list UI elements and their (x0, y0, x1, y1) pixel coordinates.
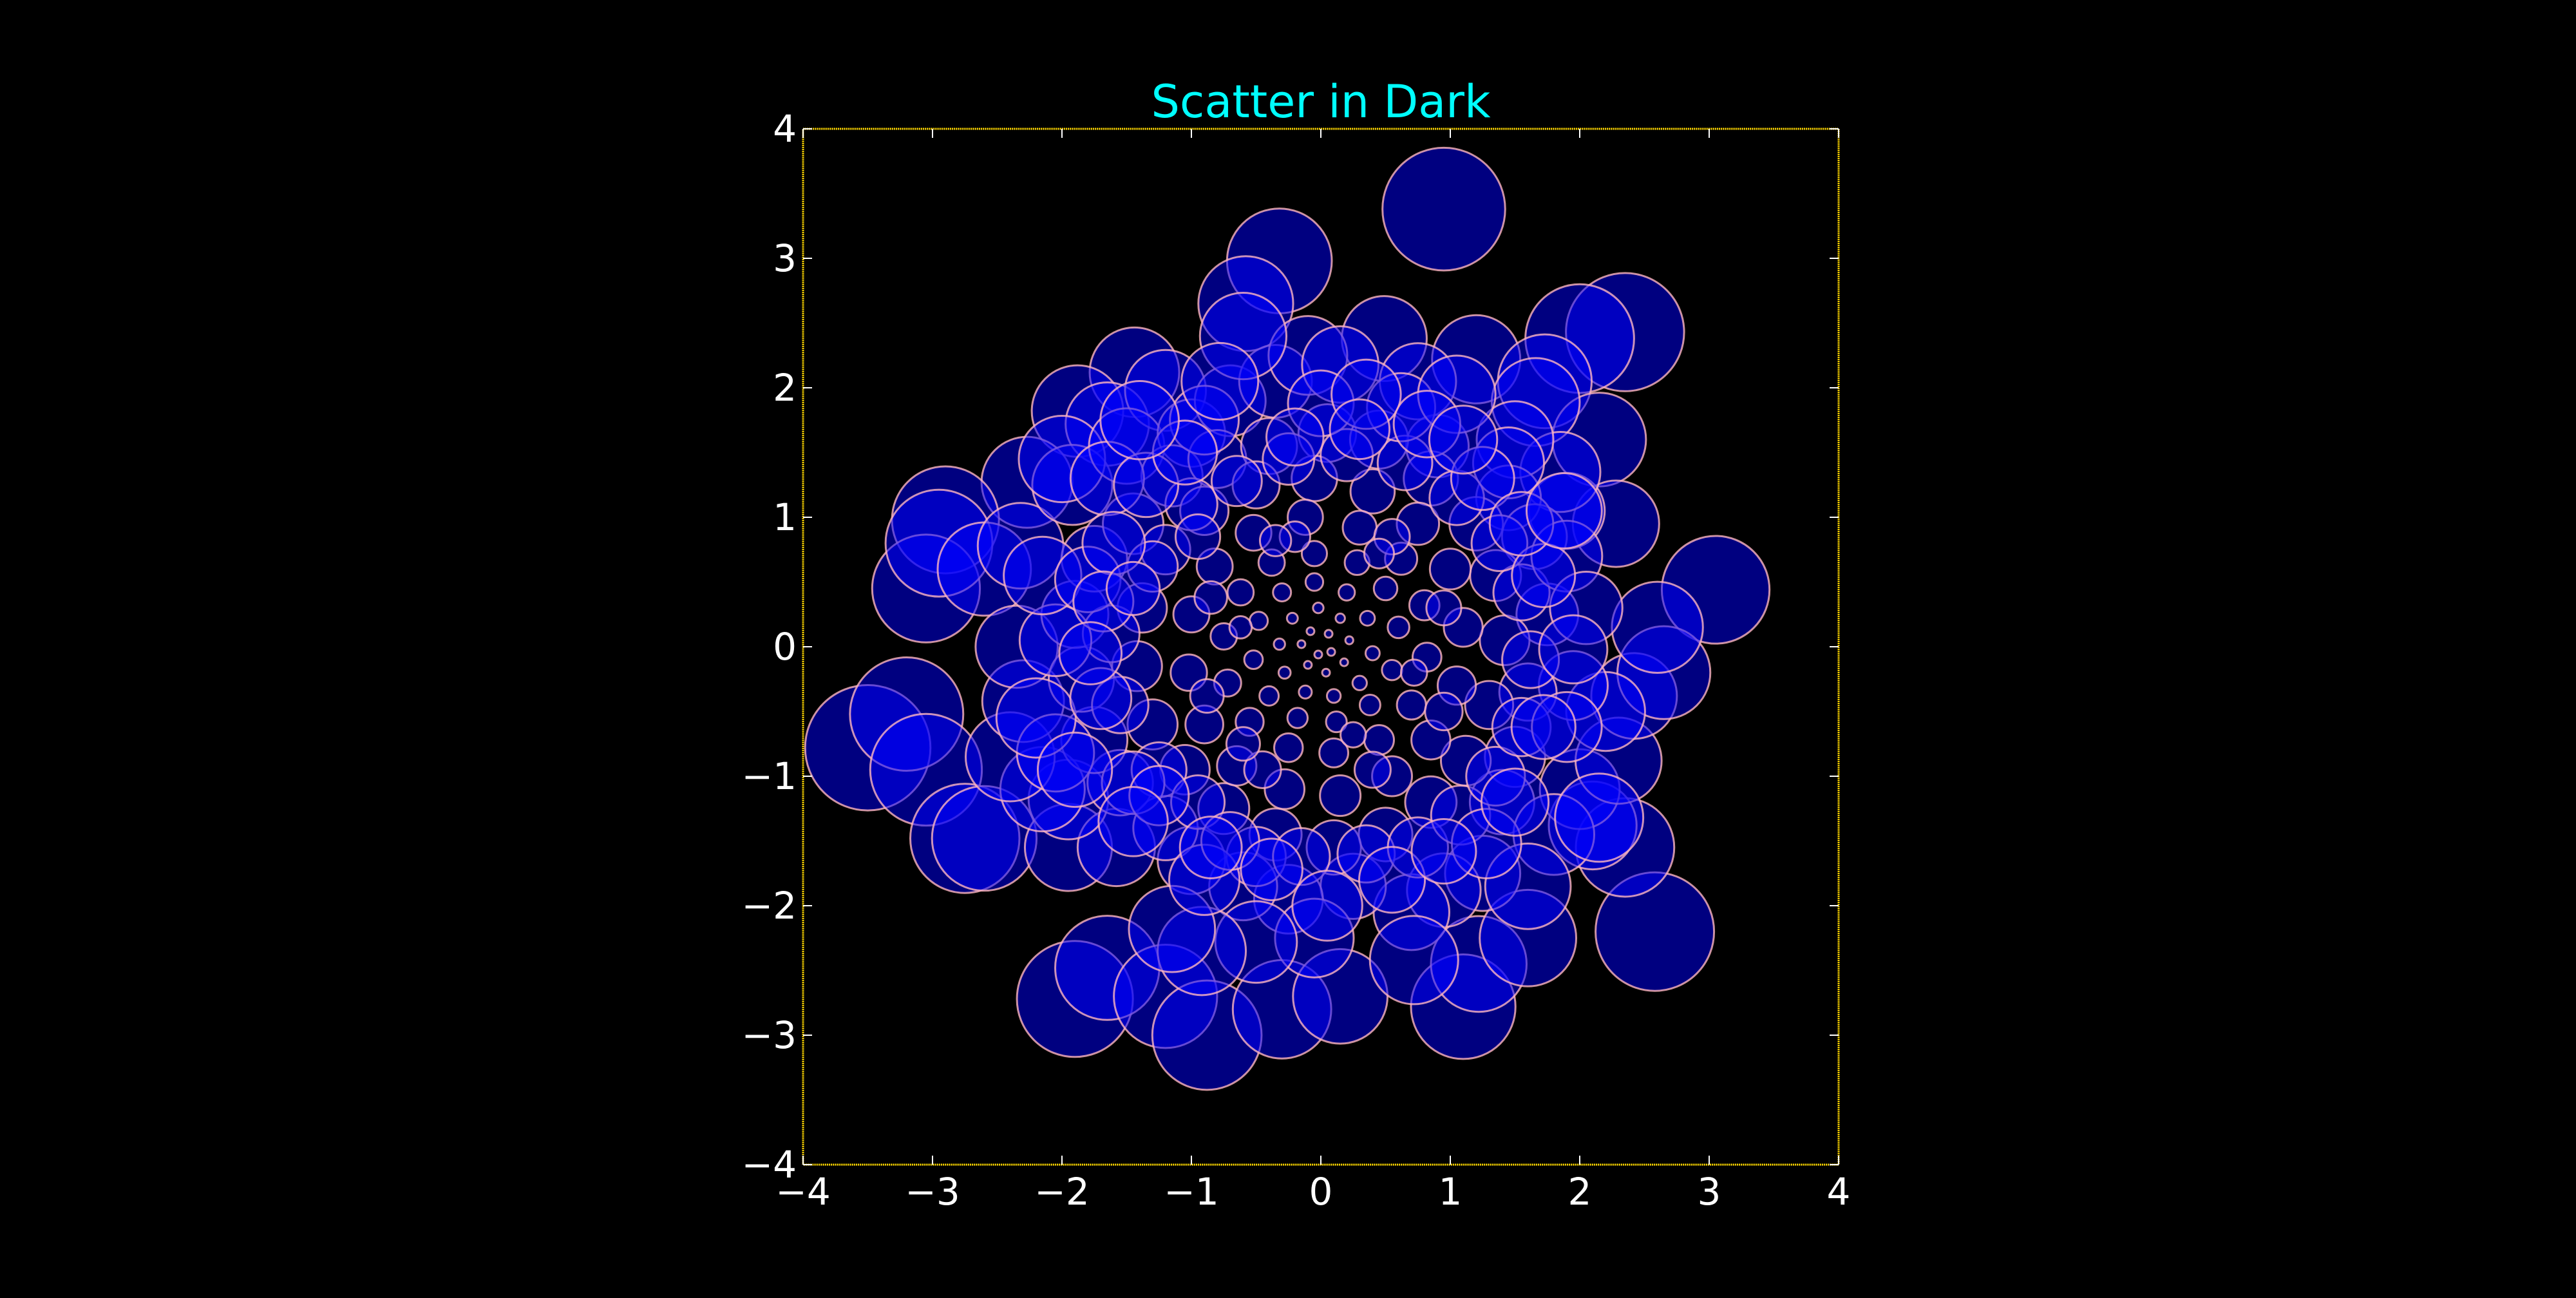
y-tick-label: 2 (773, 366, 797, 410)
scatter-point (1510, 694, 1577, 760)
scatter-point (1210, 455, 1263, 508)
scatter-point (1180, 341, 1260, 421)
scatter-point (1285, 611, 1299, 625)
scatter-point (1319, 774, 1362, 817)
scatter-point (1329, 398, 1391, 461)
scatter-point (1300, 540, 1329, 568)
x-tick-label: −2 (1034, 1170, 1090, 1214)
y-tick-label: −1 (742, 754, 797, 798)
scatter-point (1243, 750, 1282, 789)
scatter-point (1097, 786, 1169, 857)
scatter-point (1326, 647, 1336, 657)
scatter-point (1428, 548, 1472, 591)
tick-labels-layer: −4 −3 −2 −1 0 1 2 3 4 4 3 2 1 0 −1 −2 −3 −4 (742, 107, 1851, 1214)
scatter-point (1036, 731, 1113, 808)
scatter-point (1611, 580, 1704, 674)
scatter-point (1424, 691, 1464, 732)
x-tick-label: −3 (905, 1170, 960, 1214)
scatter-point (1243, 649, 1264, 670)
scatter-point (1358, 846, 1426, 914)
scatter-point (1339, 657, 1349, 667)
scatter-point (1313, 649, 1323, 660)
scatter-point (1298, 684, 1313, 700)
scatter-point (1179, 816, 1243, 880)
scatter-point (1323, 629, 1334, 639)
scatter-point (1265, 407, 1325, 467)
scatter-point (1425, 589, 1463, 627)
scatter-point (1372, 575, 1399, 602)
scatter-point (1174, 513, 1222, 560)
scatter-point (1258, 524, 1293, 557)
scatter-point (1538, 614, 1609, 685)
chart-title: Scatter in Dark (1151, 75, 1491, 128)
y-tick-label: 3 (773, 236, 797, 280)
x-tick-label: 0 (1309, 1170, 1333, 1214)
y-tick-label: 1 (773, 495, 797, 539)
scatter-point (1105, 560, 1161, 616)
scatter-point (1325, 711, 1348, 734)
scatter-point (1363, 537, 1395, 569)
scatter-point (1334, 613, 1346, 624)
scatter-point (1351, 674, 1368, 691)
scatter-point (1364, 645, 1381, 662)
scatter-point (1272, 582, 1293, 603)
ticks-layer (802, 128, 1839, 1165)
scatter-point (1321, 667, 1331, 678)
scatter-point (1303, 660, 1313, 670)
y-tick-label: −2 (742, 884, 797, 928)
x-tick-label: −4 (775, 1170, 831, 1214)
scatter-point (1099, 379, 1180, 461)
scatter-point (1193, 580, 1228, 615)
scatter-point (1058, 621, 1123, 685)
scatter-point (1312, 602, 1325, 615)
scatter-point (1225, 726, 1261, 762)
scatter-point (1554, 772, 1645, 863)
y-tick-label: 0 (773, 625, 797, 669)
scatter-point (1304, 572, 1325, 592)
scatter-point (1368, 915, 1459, 1006)
scatter-point (1305, 626, 1316, 636)
x-tick-label: −1 (1164, 1170, 1219, 1214)
scatter-point (1240, 837, 1303, 902)
scatter-point (1340, 721, 1367, 749)
x-tick-label: 2 (1568, 1170, 1592, 1214)
y-tick-label: −3 (742, 1013, 797, 1057)
scatter-point (1410, 818, 1477, 885)
scatter-point (1341, 510, 1378, 546)
scatter-point (1428, 405, 1499, 475)
scatter-point (1358, 693, 1381, 716)
scatter-point (1277, 665, 1292, 680)
scatter-point (1189, 678, 1225, 714)
scatter-point (1396, 689, 1427, 721)
points-layer (804, 146, 1771, 1091)
scatter-point (1226, 578, 1255, 607)
scatter-point (1363, 724, 1395, 756)
scatter-point (1387, 615, 1410, 640)
y-tick-label: 4 (773, 107, 797, 151)
scatter-point (1381, 146, 1506, 272)
scatter-point (1318, 737, 1350, 768)
scatter-point (1273, 637, 1286, 651)
scatter-point (1353, 750, 1392, 789)
scatter-point (1291, 870, 1363, 942)
scatter-point (1381, 658, 1403, 682)
scatter-point (1338, 583, 1356, 602)
x-tick-label: 3 (1698, 1170, 1721, 1214)
x-tick-label: 1 (1439, 1170, 1463, 1214)
x-tick-label: 4 (1827, 1170, 1851, 1214)
y-tick-label: −4 (742, 1143, 797, 1187)
scatter-point (1359, 609, 1376, 627)
scatter-point (1399, 658, 1428, 687)
scatter-point (1325, 688, 1342, 704)
scatter-point (1228, 615, 1253, 640)
scatter-point (1344, 635, 1354, 645)
scatter-point (1258, 685, 1280, 707)
scatter-point (1286, 707, 1309, 729)
scatter-point (1525, 472, 1603, 549)
scatter-point (1296, 639, 1307, 649)
scatter-point (1480, 767, 1550, 837)
scatter-point (1273, 732, 1304, 763)
